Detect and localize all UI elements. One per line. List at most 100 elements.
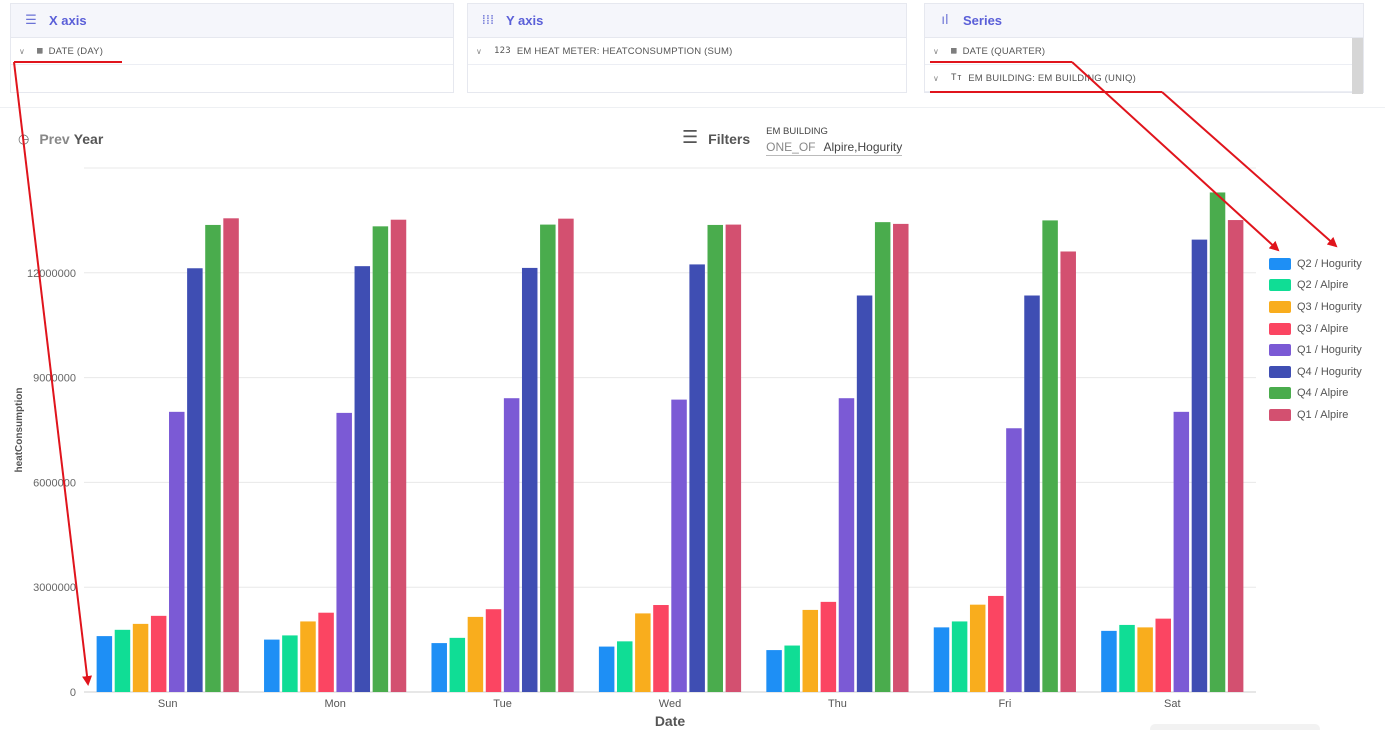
bar <box>264 639 280 692</box>
bar <box>354 266 371 692</box>
legend-item[interactable]: Q4 / Hogurity <box>1269 361 1362 383</box>
legend-label: Q1 / Alpire <box>1297 408 1349 421</box>
x-tick-label: Wed <box>659 698 681 710</box>
bar <box>521 267 538 692</box>
y-axis-field[interactable]: ∨ 123 EM HEAT METER: HEATCONSUMPTION (SU… <box>468 38 906 65</box>
filter-icon: ☰ <box>682 127 699 148</box>
legend-label: Q2 / Hogurity <box>1297 257 1362 270</box>
x-tick-label: Mon <box>324 698 345 710</box>
y-tick-label: 12000000 <box>27 268 76 280</box>
bar <box>187 268 203 692</box>
list-icon: ☰ <box>25 13 37 28</box>
chevron-down-icon[interactable]: ∨ <box>933 73 940 83</box>
series-panel: ıl Series ∨ ▦ DATE (QUARTER) ∨ Tт EM BUI… <box>924 3 1364 94</box>
bar-chart-icon: ıl <box>941 13 949 28</box>
bar <box>503 398 520 692</box>
chevron-down-icon[interactable]: ∨ <box>933 46 940 56</box>
bar <box>282 635 298 692</box>
x-tick-label: Tue <box>493 698 512 710</box>
legend-label: Q1 / Hogurity <box>1297 344 1362 357</box>
bar <box>540 224 556 693</box>
series-field-label: DATE (QUARTER) <box>962 45 1046 57</box>
bar <box>169 411 185 692</box>
chevron-down-icon[interactable]: ∨ <box>476 46 483 56</box>
filter-value: Alpire,Hogurity <box>823 140 903 154</box>
bar <box>969 604 986 692</box>
bar <box>150 615 167 692</box>
legend-label: Q2 / Alpire <box>1297 279 1349 292</box>
bar <box>96 636 113 692</box>
bar <box>114 629 131 692</box>
bar <box>1119 624 1135 692</box>
text-icon: Tт <box>951 73 963 83</box>
legend-item[interactable]: Q2 / Hogurity <box>1269 253 1362 275</box>
bar <box>223 218 239 692</box>
bar <box>1155 618 1171 692</box>
legend-swatch <box>1269 279 1291 292</box>
series-scrollbar[interactable] <box>1352 38 1363 94</box>
legend-item[interactable]: Q3 / Hogurity <box>1269 296 1362 318</box>
bar <box>951 621 968 692</box>
bar <box>635 613 651 692</box>
filter-name: EM BUILDING <box>766 126 828 137</box>
legend-item[interactable]: Q3 / Alpire <box>1269 318 1362 340</box>
legend-swatch <box>1269 322 1291 335</box>
calendar-icon: ▦ <box>37 46 43 56</box>
legend-swatch <box>1269 344 1291 357</box>
bar <box>1006 428 1022 692</box>
y-axis-panel: ⁞⁞⁞ Y axis ∨ 123 EM HEAT METER: HEATCONS… <box>467 3 907 93</box>
x-tick-label: Thu <box>828 698 847 710</box>
bar <box>372 226 389 692</box>
bar <box>856 295 873 692</box>
series-field-label: EM BUILDING: EM BUILDING (UNIQ) <box>968 72 1136 84</box>
y-axis-header[interactable]: ⁞⁞⁞ Y axis <box>468 4 906 38</box>
filters-bar: ☰ Filters EM BUILDING ONE_OF Alpire,Hogur… <box>682 126 903 156</box>
series-field[interactable]: ∨ ▦ DATE (QUARTER) <box>925 38 1363 65</box>
y-tick-label: 6000000 <box>33 477 76 489</box>
bar <box>933 627 950 692</box>
x-axis-title: X axis <box>49 13 87 28</box>
bar <box>820 601 837 692</box>
bar <box>205 224 221 692</box>
chevron-down-icon[interactable]: ∨ <box>19 46 26 56</box>
filter-chip[interactable]: EM BUILDING ONE_OF Alpire,Hogurity <box>766 126 903 156</box>
series-title: Series <box>963 13 1003 28</box>
bar <box>1060 251 1076 692</box>
bar <box>671 399 687 692</box>
legend-label: Q4 / Hogurity <box>1297 365 1362 378</box>
divider <box>0 107 1385 108</box>
year-label: Year <box>73 131 104 147</box>
bar <box>300 621 316 692</box>
y-axis-title: Y axis <box>506 13 544 28</box>
x-tick-label: Sat <box>1164 698 1181 710</box>
bar <box>725 224 742 693</box>
bar <box>1101 630 1117 692</box>
filter-operator: ONE_OF <box>766 140 816 154</box>
annotation-arrow <box>1161 91 1338 248</box>
bar <box>707 224 723 692</box>
legend-swatch <box>1269 408 1291 421</box>
legend-item[interactable]: Q1 / Alpire <box>1269 404 1362 426</box>
legend-label: Q3 / Hogurity <box>1297 300 1362 313</box>
bar <box>1191 239 1208 692</box>
legend-swatch <box>1269 365 1291 378</box>
series-header[interactable]: ıl Series <box>925 4 1363 38</box>
bar <box>1042 220 1058 692</box>
bar <box>1024 295 1040 692</box>
x-axis-header[interactable]: ☰ X axis <box>11 4 453 38</box>
bar <box>893 223 909 693</box>
y-tick-label: 9000000 <box>33 373 76 385</box>
chart-legend: Q2 / Hogurity Q2 / Alpire Q3 / Hogurity Q3 … <box>1269 253 1362 426</box>
bar <box>467 616 484 692</box>
x-axis-field[interactable]: ∨ ▦ DATE (DAY) <box>11 38 453 65</box>
filters-label: Filters <box>708 131 751 147</box>
bar <box>988 595 1004 692</box>
y-axis-field-label: EM HEAT METER: HEATCONSUMPTION (SUM) <box>516 45 733 57</box>
legend-item[interactable]: Q1 / Hogurity <box>1269 339 1362 361</box>
filter-value-box[interactable]: ONE_OF Alpire,Hogurity <box>766 140 903 156</box>
legend-item[interactable]: Q2 / Alpire <box>1269 275 1362 297</box>
bar <box>431 643 447 692</box>
legend-item[interactable]: Q4 / Alpire <box>1269 383 1362 405</box>
x-tick-label: Sun <box>158 698 178 710</box>
